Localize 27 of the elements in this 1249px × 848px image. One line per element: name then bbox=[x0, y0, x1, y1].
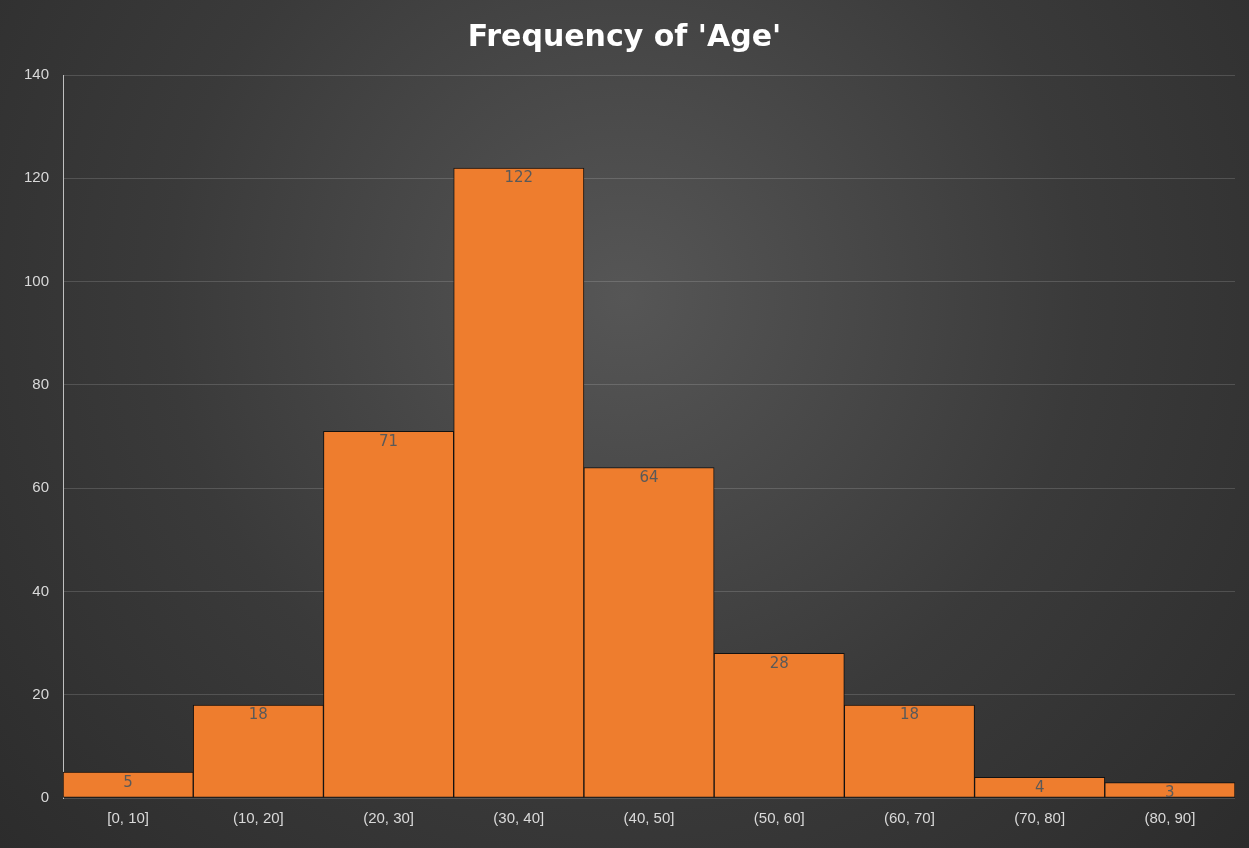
data-label: 3 bbox=[1165, 782, 1175, 801]
data-label: 18 bbox=[248, 705, 268, 724]
chart-title: Frequency of 'Age' bbox=[466, 18, 783, 53]
y-tick-label: 120 bbox=[24, 168, 50, 186]
x-tick-label: (40, 50] bbox=[623, 809, 675, 827]
data-label: 4 bbox=[1034, 777, 1045, 796]
y-tick-label: 100 bbox=[24, 271, 50, 289]
x-tick-label: (50, 60] bbox=[753, 809, 805, 827]
x-tick-label: (60, 70] bbox=[884, 809, 935, 827]
y-tick-label: 80 bbox=[32, 375, 50, 392]
data-label: 122 bbox=[504, 168, 534, 187]
x-tick-label: (20, 30] bbox=[363, 809, 415, 827]
y-tick-label: 40 bbox=[32, 581, 50, 599]
x-tick-label: (10, 20] bbox=[232, 809, 284, 827]
data-label: 28 bbox=[769, 653, 789, 672]
data-label: 18 bbox=[899, 705, 919, 724]
y-tick-label: 60 bbox=[32, 478, 50, 496]
data-label: 71 bbox=[379, 431, 399, 450]
y-tick-label: 20 bbox=[32, 684, 50, 702]
x-tick-label: (30, 40] bbox=[493, 809, 545, 827]
x-tick-label: (80, 90] bbox=[1144, 809, 1196, 827]
y-tick-label: 140 bbox=[24, 65, 50, 83]
x-tick-label: [0, 10] bbox=[107, 809, 149, 827]
data-label: 5 bbox=[123, 772, 133, 791]
data-label: 64 bbox=[639, 467, 659, 486]
x-tick-label: (70, 80] bbox=[1014, 809, 1066, 827]
y-tick-label: 0 bbox=[40, 788, 50, 806]
